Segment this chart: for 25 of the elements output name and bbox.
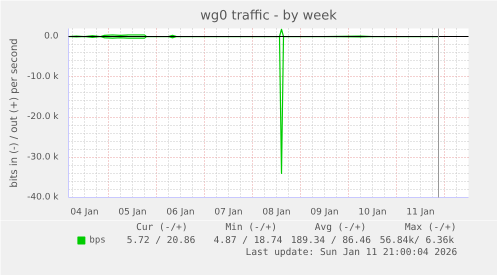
- y-tick-label: -40.0 k: [27, 192, 60, 202]
- x-tick-label: 11 Jan: [406, 208, 435, 218]
- x-tick-label: 04 Jan: [70, 208, 99, 218]
- text: Avg (-/+): [314, 222, 366, 233]
- chart-title: wg0 traffic - by week: [200, 8, 338, 24]
- y-tick-label: -10.0 k: [27, 72, 60, 82]
- text: 5.72 / 20.86: [126, 235, 196, 246]
- text: 189.34 / 86.46: [290, 235, 372, 246]
- text: Min (-/+): [225, 222, 277, 233]
- x-tick-label: 06 Jan: [166, 208, 195, 218]
- text: 56.84k/ 6.36k: [380, 235, 454, 246]
- y-tick-label: -20.0 k: [27, 112, 60, 122]
- text: Max (-/+): [404, 222, 456, 233]
- y-tick-label: -30.0 k: [27, 152, 60, 162]
- text: Cur (-/+): [136, 222, 188, 233]
- legend-label: bps: [89, 236, 106, 246]
- text: Last update: Sun Jan 11 21:00:04 2026: [246, 247, 458, 258]
- y-axis-title: bits in (-) / out (+) per second: [9, 38, 20, 188]
- x-tick-label: 05 Jan: [118, 208, 147, 218]
- text: 4.87 / 18.74: [214, 235, 283, 246]
- x-tick-label: 10 Jan: [358, 208, 387, 218]
- x-tick-label: 09 Jan: [310, 208, 339, 218]
- x-tick-label: 08 Jan: [262, 208, 291, 218]
- y-tick-label: 0.0: [44, 32, 59, 42]
- x-tick-label: 07 Jan: [214, 208, 243, 218]
